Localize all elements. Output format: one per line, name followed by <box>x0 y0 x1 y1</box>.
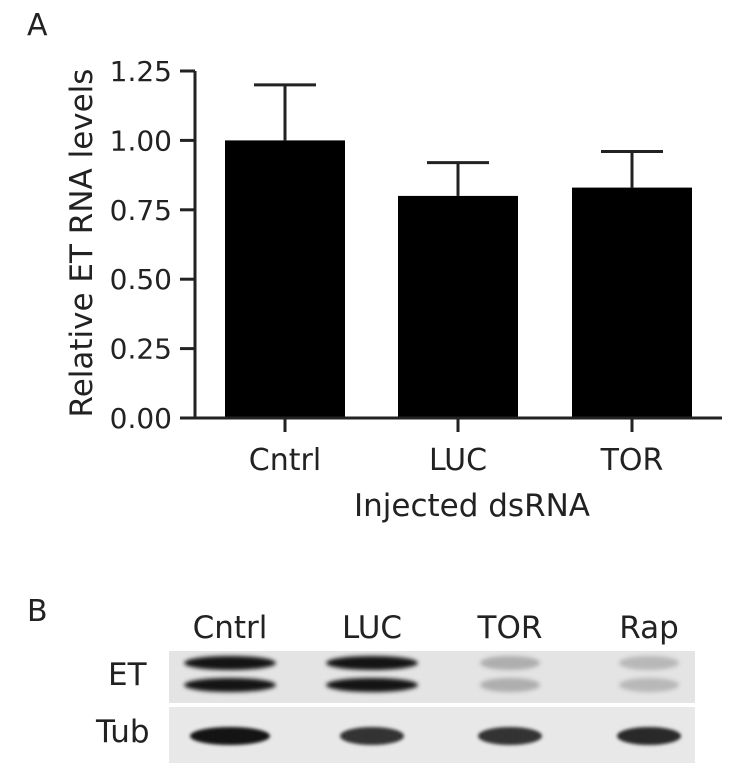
x-axis-title: Injected dsRNA <box>354 488 590 524</box>
y-tick-label: 1.00 <box>110 124 172 157</box>
y-tick-label: 0.75 <box>110 194 172 227</box>
bars <box>225 140 692 418</box>
error-bars <box>254 83 663 196</box>
bar-luc <box>398 195 518 418</box>
blot-band <box>619 678 679 692</box>
x-tick-label: TOR <box>600 443 664 478</box>
blot-band <box>617 727 681 745</box>
lane-label-luc: LUC <box>341 610 403 646</box>
blot-band <box>619 656 679 670</box>
bar-cntrl <box>225 140 345 418</box>
blot-row-et <box>169 651 695 703</box>
y-tick-label: 1.25 <box>110 55 172 88</box>
y-tick-label: 0.25 <box>110 333 172 366</box>
y-axis-ticks: 0.00 0.25 0.50 0.75 1.00 1.25 <box>110 55 195 435</box>
x-axis-ticks: Cntrl LUC TOR <box>249 418 664 478</box>
bar-tor <box>572 187 692 418</box>
panel-label-a: A <box>27 8 48 43</box>
blot-row-label-et: ET <box>108 657 147 693</box>
blot-band <box>480 656 540 670</box>
y-tick-label: 0.00 <box>110 402 172 435</box>
blot-band <box>326 656 418 670</box>
blot-band <box>478 727 542 745</box>
blot-row-label-tub: Tub <box>96 714 150 750</box>
blot-band <box>480 678 540 692</box>
blot-band <box>184 656 276 670</box>
blot-row-tub <box>169 707 695 763</box>
panel-label-b: B <box>27 594 48 629</box>
blot-band <box>326 678 418 692</box>
y-tick-label: 0.50 <box>110 263 172 296</box>
x-tick-label: LUC <box>429 443 487 478</box>
lane-label-tor: TOR <box>477 610 543 646</box>
blot-band <box>190 727 270 745</box>
lane-label-cntrl: Cntrl <box>192 610 268 646</box>
blot-band <box>184 678 276 692</box>
y-axis-title: Relative ET RNA levels <box>64 69 100 418</box>
x-tick-label: Cntrl <box>249 443 321 478</box>
blot-band <box>340 727 404 745</box>
lane-label-rap: Rap <box>619 610 679 646</box>
bar-chart: 0.00 0.25 0.50 0.75 1.00 1.25 Cntrl LUC TOR Inj… <box>64 55 722 524</box>
